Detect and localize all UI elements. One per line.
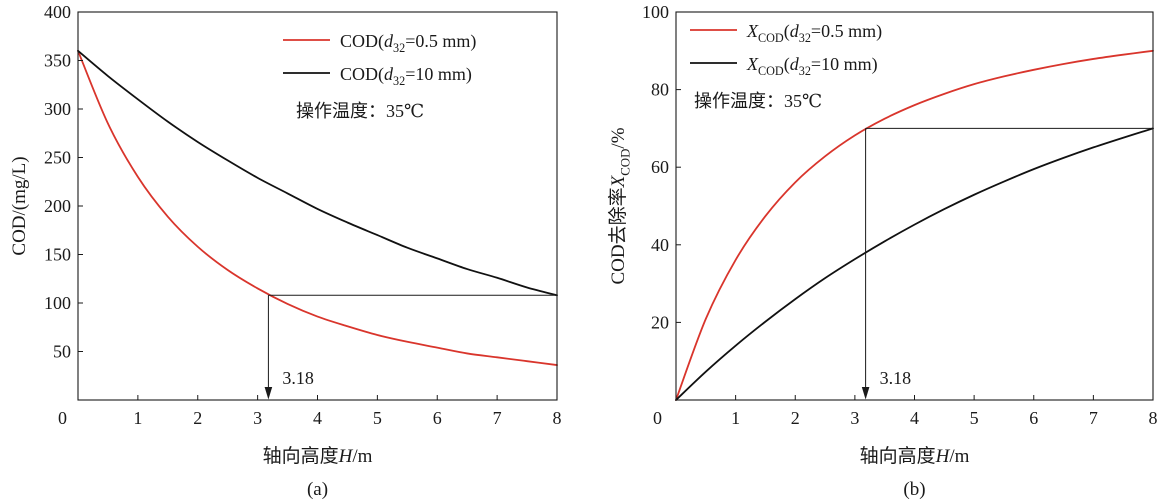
series-line-xcod-d32-10mm (675, 127, 1154, 401)
y-axis-label: COD去除率XCOD/% (607, 127, 632, 284)
operating-temperature-note: 操作温度：35℃ (296, 101, 424, 121)
x-tick-label: 7 (493, 408, 502, 428)
label-segment: =0.5 mm) (811, 21, 882, 42)
x-tick-label: 4 (313, 408, 322, 428)
y-tick-label: 50 (53, 342, 71, 362)
marker-value-label: 3.18 (880, 368, 912, 388)
x-tick-label: 2 (791, 408, 800, 428)
label-segment: COD( (340, 31, 384, 52)
label-segment: H (338, 446, 354, 467)
label-segment: d (790, 54, 800, 74)
x-tick-label: 0 (653, 408, 662, 428)
label-segment: X (746, 21, 759, 41)
arrow-head (264, 387, 273, 400)
label-segment: d (384, 64, 394, 84)
label-segment: 32 (799, 64, 811, 78)
y-tick-label: 200 (44, 196, 71, 216)
y-tick-label: 60 (651, 157, 669, 177)
label-segment: X (746, 54, 759, 74)
y-tick-label: 400 (44, 2, 71, 22)
label-segment: COD去除率 (607, 187, 629, 284)
label-segment: d (384, 31, 394, 51)
label-segment: =0.5 mm) (405, 31, 476, 52)
y-tick-label: 300 (44, 99, 71, 119)
y-tick-label: 350 (44, 51, 71, 71)
x-tick-label: 6 (1029, 408, 1038, 428)
x-tick-label: 3 (253, 408, 262, 428)
legend-label-xcod-d32-10mm: XCOD(d32=10 mm) (746, 54, 878, 78)
marker-value-label: 3.18 (282, 368, 314, 388)
legend-label-cod-d32-0.5mm: COD(d32=0.5 mm) (340, 31, 476, 55)
label-segment: /m (949, 446, 969, 467)
label-segment: =10 mm) (405, 64, 472, 85)
label-segment: COD/(mg/L) (9, 156, 30, 255)
arrow-head (861, 387, 870, 400)
label-segment: 32 (799, 31, 811, 45)
label-segment: 轴向高度 (860, 445, 936, 467)
x-tick-label: 0 (58, 408, 67, 428)
y-tick-label: 20 (651, 312, 669, 332)
series-line-cod-d32-10mm (77, 49, 558, 297)
y-tick-label: 100 (44, 293, 71, 313)
label-segment: ( (784, 21, 790, 42)
x-tick-label: 5 (373, 408, 382, 428)
x-axis-label: 轴向高度H/m (263, 445, 373, 467)
y-tick-label: 40 (651, 235, 669, 255)
series-line-cod-d32-0.5mm (77, 49, 558, 366)
x-tick-label: 3 (850, 408, 859, 428)
x-tick-label: 4 (910, 408, 919, 428)
x-tick-label: 6 (433, 408, 442, 428)
label-segment: 32 (393, 41, 405, 55)
panel-caption: (b) (903, 479, 925, 500)
x-tick-label: 2 (193, 408, 202, 428)
y-tick-label: 80 (651, 80, 669, 100)
operating-temperature-note: 操作温度：35℃ (694, 91, 822, 111)
legend-label-xcod-d32-0.5mm: XCOD(d32=0.5 mm) (746, 21, 882, 45)
x-tick-label: 8 (553, 408, 562, 428)
panel-caption: (a) (307, 479, 328, 500)
label-segment: d (790, 21, 800, 41)
label-segment: COD (758, 31, 784, 45)
y-axis-label: COD/(mg/L) (9, 156, 30, 255)
label-segment: /% (608, 127, 629, 148)
label-segment: ( (784, 54, 790, 75)
label-segment: COD (618, 149, 632, 176)
x-tick-label: 7 (1089, 408, 1098, 428)
x-tick-label: 1 (133, 408, 142, 428)
series-line-xcod-d32-0.5mm (675, 49, 1154, 401)
label-segment: X (608, 174, 629, 188)
label-segment: 32 (393, 74, 405, 88)
y-tick-label: 250 (44, 148, 71, 168)
label-segment: /m (352, 446, 372, 467)
plot-frame (77, 11, 558, 401)
label-segment: 轴向高度 (263, 445, 339, 467)
chart-panel-a: 3.18 0 1 2 3 4 5 6 7 8 50 100 150 200 250 300 350 400 COD(… (9, 2, 562, 500)
label-segment: COD (758, 64, 784, 78)
x-tick-label: 8 (1149, 408, 1158, 428)
x-tick-label: 5 (970, 408, 979, 428)
label-segment: =10 mm) (811, 54, 878, 75)
label-segment: COD( (340, 64, 384, 85)
label-segment: H (935, 446, 951, 467)
x-axis-label: 轴向高度H/m (860, 445, 970, 467)
legend-label-cod-d32-10mm: COD(d32=10 mm) (340, 64, 472, 88)
y-tick-label: 150 (44, 245, 71, 265)
y-tick-label: 100 (642, 2, 669, 22)
x-tick-label: 1 (731, 408, 740, 428)
